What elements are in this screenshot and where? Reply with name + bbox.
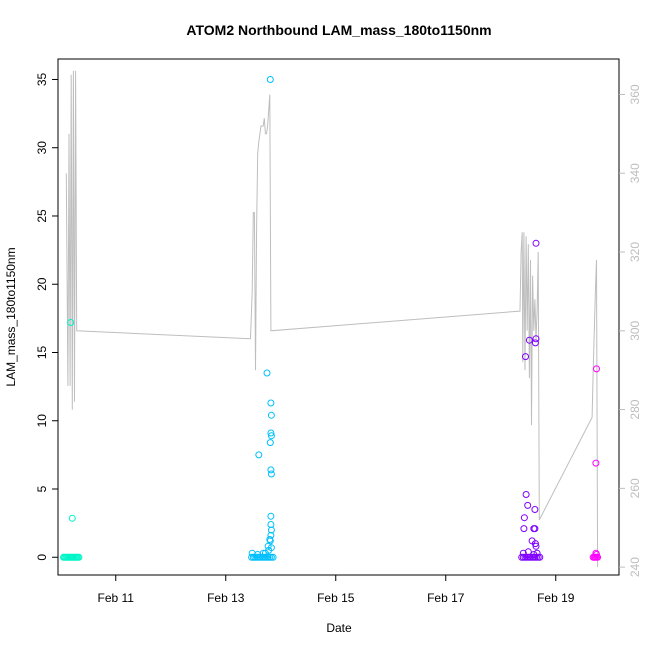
data-point-s1-19: [261, 549, 269, 557]
y2-tick-label-6: 360: [628, 84, 642, 104]
x-axis-label: Date: [326, 621, 352, 635]
y2-tick-label-0: 240: [628, 557, 642, 577]
data-point-s1-13: [269, 553, 277, 561]
data-point-s1-18: [267, 544, 275, 552]
data-point-s1-26: [267, 512, 275, 520]
y-tick-label-5: 25: [35, 209, 49, 223]
data-point-s1-35: [255, 451, 263, 459]
data-point-s2-28: [531, 339, 539, 347]
y2-tick-label-4: 320: [628, 242, 642, 262]
data-point-s3-7: [592, 459, 600, 467]
data-point-s1-25: [267, 521, 275, 528]
x-tick-label-2: Feb 15: [317, 591, 355, 605]
data-point-s2-17: [520, 514, 528, 522]
data-point-s1-23: [267, 531, 275, 539]
x-tick-label-4: Feb 19: [537, 591, 575, 605]
data-point-s2-12: [519, 549, 527, 557]
data-point-s1-33: [267, 399, 275, 407]
data-point-s2-24: [530, 525, 538, 533]
data-point-s1-34: [263, 369, 271, 377]
x-tick-label-3: Feb 17: [427, 591, 465, 605]
y2-tick-label-2: 280: [628, 399, 642, 419]
data-point-s2-14: [530, 551, 538, 558]
data-point-s1-31: [267, 429, 275, 437]
data-point-s1-27: [267, 470, 275, 478]
x-tick-label-0: Feb 11: [98, 591, 135, 605]
y-tick-label-0: 0: [35, 554, 49, 561]
data-point-s1-30: [267, 432, 275, 440]
data-point-s1-16: [259, 549, 267, 557]
data-point-s2-18: [522, 491, 530, 498]
data-point-s0-14: [75, 553, 83, 561]
data-point-s2-25: [532, 542, 540, 550]
data-point-s3-8: [593, 365, 600, 373]
data-point-s1-29: [266, 439, 274, 447]
data-point-s1-36: [266, 76, 274, 83]
secondary-series-line: [65, 70, 599, 568]
data-point-s2-15: [533, 549, 541, 557]
data-point-s2-27: [525, 336, 533, 344]
y-tick-label-7: 35: [35, 72, 49, 86]
data-point-s2-19: [524, 501, 532, 509]
y-tick-label-4: 20: [35, 277, 49, 291]
data-point-s2-30: [532, 239, 540, 247]
data-point-s1-32: [267, 411, 275, 419]
data-point-s2-22: [531, 540, 539, 548]
data-point-s2-13: [524, 548, 532, 556]
y2-tick-label-1: 260: [628, 478, 642, 498]
y2-tick-label-5: 340: [628, 163, 642, 183]
data-point-s2-16: [520, 525, 528, 533]
y-tick-label-6: 30: [35, 141, 49, 155]
data-point-s0-15: [67, 319, 75, 326]
data-point-s2-29: [532, 335, 540, 343]
data-point-s3-6: [593, 551, 600, 558]
plot-content: [60, 70, 602, 568]
y-tick-label-2: 10: [35, 414, 49, 428]
y-tick-label-3: 15: [35, 345, 49, 359]
data-point-s1-28: [267, 466, 275, 474]
y-axis-label: LAM_mass_180to1150nm: [4, 247, 18, 386]
x-tick-label-1: Feb 13: [207, 591, 245, 605]
data-point-s2-26: [522, 353, 529, 361]
y2-tick-label-3: 300: [628, 320, 642, 340]
y-tick-label-1: 5: [35, 485, 49, 492]
data-point-s0-16: [68, 514, 76, 522]
plot-area-frame: [57, 58, 620, 576]
chart-title: ATOM2 Northbound LAM_mass_180to1150nm: [186, 22, 491, 38]
data-point-s2-20: [531, 506, 539, 513]
